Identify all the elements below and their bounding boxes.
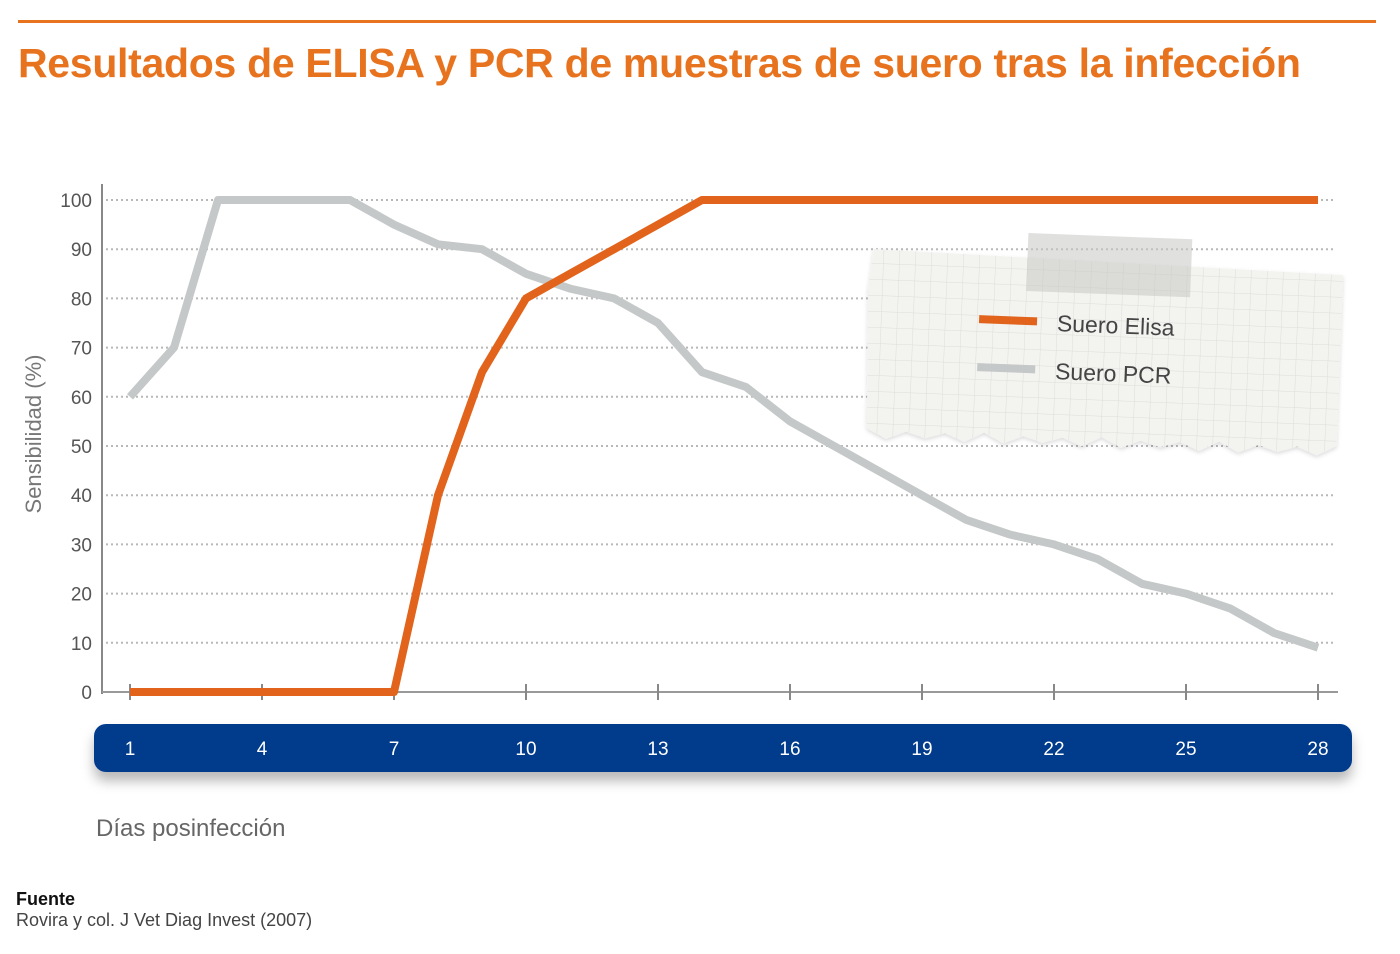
source-label: Fuente xyxy=(16,889,76,909)
series-line-suero-elisa xyxy=(130,196,1318,696)
y-tick-label: 80 xyxy=(71,289,92,310)
x-tick-label: 25 xyxy=(1175,739,1196,760)
legend-note: Suero Elisa Suero PCR xyxy=(866,233,1344,456)
legend: Suero Elisa Suero PCR xyxy=(866,233,1344,456)
x-tick-label: 19 xyxy=(911,739,932,760)
y-tick-label: 100 xyxy=(60,191,92,212)
legend-label-suero-elisa: Suero Elisa xyxy=(1056,310,1175,341)
legend-paper-grid xyxy=(866,249,1344,456)
legend-swatch-suero-elisa xyxy=(978,315,1038,326)
y-tick-label: 50 xyxy=(71,437,92,458)
y-tick-label: 10 xyxy=(71,634,92,655)
top-rule xyxy=(18,20,1376,23)
x-tick-label: 13 xyxy=(647,739,668,760)
source-citation: Rovira y col. J Vet Diag Invest (2007) xyxy=(16,910,313,930)
x-axis-label: Días posinfección xyxy=(96,815,286,842)
series-lines xyxy=(127,196,1320,696)
legend-swatch-suero-pcr xyxy=(977,363,1036,374)
y-tick-label: 60 xyxy=(71,388,92,409)
y-tick-label: 20 xyxy=(71,585,92,606)
legend-tape xyxy=(1026,233,1193,298)
y-tick-label: 40 xyxy=(71,486,92,507)
x-tick-labels: 1 4 7 10 13 16 19 22 25 28 xyxy=(125,739,1329,760)
series-line-suero-pcr xyxy=(127,196,1320,652)
x-tick-label: 7 xyxy=(389,739,400,760)
x-tick-label: 1 xyxy=(125,739,136,760)
x-tick-label: 16 xyxy=(779,739,800,760)
legend-label-suero-pcr: Suero PCR xyxy=(1055,358,1172,388)
x-tick-label: 10 xyxy=(515,739,536,760)
y-tick-label: 0 xyxy=(81,683,92,704)
y-tick-label: 70 xyxy=(71,339,92,360)
y-axis-label: Sensibilidad (%) xyxy=(21,355,46,514)
y-tick-label: 90 xyxy=(71,240,92,261)
x-tick-label: 28 xyxy=(1307,739,1328,760)
y-tick-labels: 0 10 20 30 40 50 60 70 80 90 100 xyxy=(60,191,92,704)
chart-title: Resultados de ELISA y PCR de muestras de… xyxy=(18,40,1301,86)
x-axis-band-bar xyxy=(94,724,1352,772)
y-tick-label: 30 xyxy=(71,535,92,556)
x-axis-band xyxy=(94,724,1352,772)
x-tick-label: 22 xyxy=(1043,739,1064,760)
x-tick-label: 4 xyxy=(257,739,268,760)
